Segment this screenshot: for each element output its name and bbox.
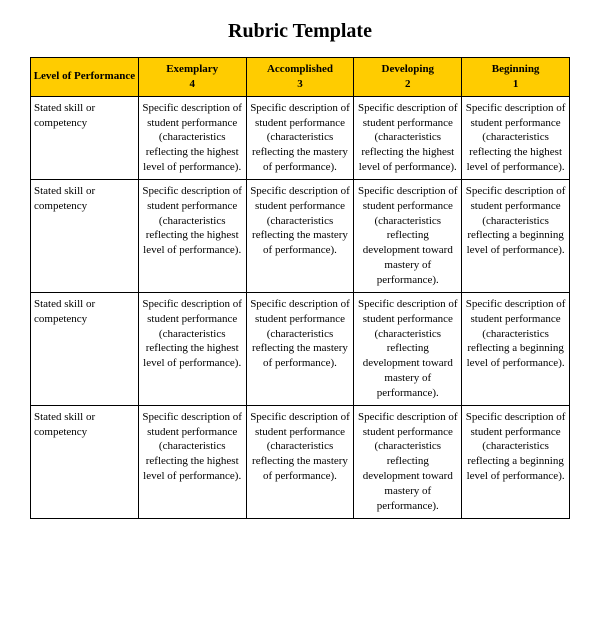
row-head: Stated skill or competency <box>31 405 139 518</box>
col-header-label: Beginning <box>492 63 540 75</box>
col-header-sub: 4 <box>141 77 244 92</box>
col-header-label: Exemplary <box>166 63 218 75</box>
cell: Specific description of student performa… <box>462 292 570 405</box>
cell: Specific description of student performa… <box>354 405 462 518</box>
col-header-label: Developing <box>382 63 435 75</box>
cell: Specific description of student performa… <box>138 96 246 179</box>
col-header-accomplished: Accomplished 3 <box>246 58 354 97</box>
cell: Specific description of student performa… <box>138 179 246 292</box>
cell: Specific description of student performa… <box>462 405 570 518</box>
col-header-developing: Developing 2 <box>354 58 462 97</box>
cell: Specific description of student performa… <box>462 179 570 292</box>
col-header-label: Level of Performance <box>34 70 135 82</box>
cell: Specific description of student performa… <box>246 96 354 179</box>
col-header-sub: 1 <box>464 77 567 92</box>
cell: Specific description of student performa… <box>246 405 354 518</box>
cell: Specific description of student performa… <box>138 292 246 405</box>
col-header-level: Level of Performance <box>31 58 139 97</box>
table-row: Stated skill or competency Specific desc… <box>31 405 570 518</box>
rubric-table: Level of Performance Exemplary 4 Accompl… <box>30 57 570 519</box>
row-head: Stated skill or competency <box>31 179 139 292</box>
header-row: Level of Performance Exemplary 4 Accompl… <box>31 58 570 97</box>
table-row: Stated skill or competency Specific desc… <box>31 96 570 179</box>
col-header-beginning: Beginning 1 <box>462 58 570 97</box>
col-header-sub: 3 <box>249 77 352 92</box>
cell: Specific description of student performa… <box>462 96 570 179</box>
cell: Specific description of student performa… <box>354 96 462 179</box>
cell: Specific description of student performa… <box>246 292 354 405</box>
col-header-exemplary: Exemplary 4 <box>138 58 246 97</box>
table-row: Stated skill or competency Specific desc… <box>31 179 570 292</box>
cell: Specific description of student performa… <box>138 405 246 518</box>
row-head: Stated skill or competency <box>31 292 139 405</box>
page-title: Rubric Template <box>30 20 570 43</box>
cell: Specific description of student performa… <box>246 179 354 292</box>
cell: Specific description of student performa… <box>354 179 462 292</box>
table-row: Stated skill or competency Specific desc… <box>31 292 570 405</box>
col-header-label: Accomplished <box>267 63 333 75</box>
row-head: Stated skill or competency <box>31 96 139 179</box>
cell: Specific description of student performa… <box>354 292 462 405</box>
col-header-sub: 2 <box>356 77 459 92</box>
